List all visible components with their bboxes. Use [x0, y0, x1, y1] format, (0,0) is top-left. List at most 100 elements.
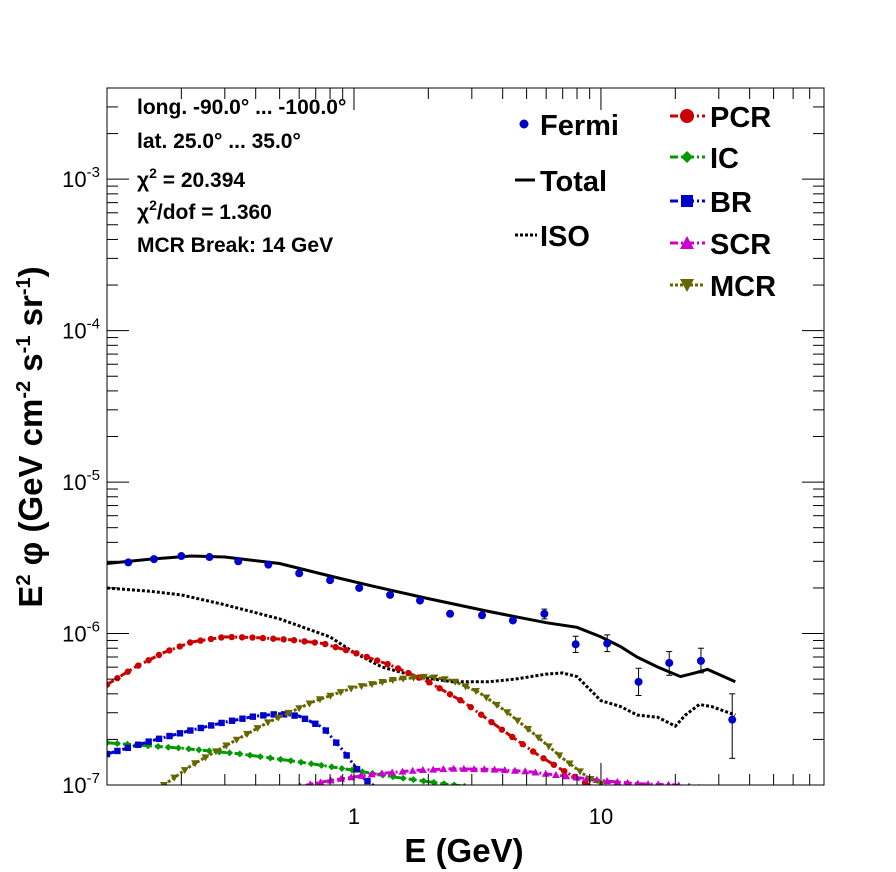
point-br [301, 715, 309, 723]
legend-label-ic: IC [710, 143, 739, 175]
legend-entry-ic: IC [670, 143, 739, 175]
point-mcr [263, 719, 272, 727]
point-br [333, 739, 340, 746]
point-pcr [405, 669, 412, 677]
fermi-point [634, 677, 643, 686]
point-br [197, 724, 204, 732]
chi2dof-exponent: 2 [149, 197, 157, 213]
fermi-point [508, 616, 517, 625]
point-pcr [509, 733, 516, 741]
point-scr [521, 767, 530, 775]
point-mcr [253, 725, 262, 733]
point-scr [687, 782, 691, 785]
point-pcr [477, 711, 485, 718]
legend-label-mcr: MCR [710, 271, 776, 303]
point-br [364, 777, 371, 785]
point-scr [449, 764, 458, 772]
point-pcr [540, 755, 547, 762]
point-scr [418, 766, 427, 774]
series-line-scr [299, 767, 689, 785]
point-br [155, 735, 163, 742]
point-mcr [409, 674, 418, 682]
point-scr [316, 778, 325, 785]
fermi-point [205, 553, 214, 562]
legend: Fermi Total ISO PCR IC BR SCR [515, 102, 776, 303]
point-br [270, 711, 277, 718]
point-scr [326, 776, 335, 784]
legend-label-pcr: PCR [710, 102, 771, 134]
point-pcr [145, 657, 152, 664]
point-scr [531, 768, 540, 776]
point-mcr [232, 736, 241, 744]
point-ic [256, 753, 264, 761]
y-title-e-exp: 2 [13, 574, 35, 585]
point-mcr [159, 782, 168, 785]
series-scr [289, 764, 700, 785]
point-ic [277, 755, 285, 763]
chi2dof-value: /dof = 1.360 [157, 201, 272, 224]
point-scr [562, 772, 571, 780]
y-tick-exponent: -6 [87, 619, 100, 636]
point-pcr [134, 662, 142, 669]
point-pcr [363, 653, 371, 661]
point-mcr [555, 752, 564, 760]
point-mcr [388, 677, 397, 685]
y-title-sr: sr [12, 295, 49, 336]
point-br [280, 711, 288, 718]
point-ic [266, 754, 274, 762]
fermi-point [355, 583, 364, 592]
y-title-sr-exp: -1 [13, 277, 35, 295]
legend-entry-mcr: MCR [670, 271, 776, 303]
point-br [114, 747, 121, 755]
point-mcr [575, 768, 584, 776]
y-tick-exponent: -7 [87, 770, 100, 787]
point-scr [459, 764, 468, 772]
chi2-exponent: 2 [149, 165, 157, 181]
point-pcr [374, 657, 381, 664]
point-br [166, 732, 173, 740]
point-pcr [332, 643, 339, 651]
y-tick-base: 10 [62, 622, 86, 647]
point-pcr [166, 647, 173, 654]
legend-label-iso: ISO [540, 221, 590, 253]
y-title-phi: φ (GeV cm [12, 399, 49, 575]
point-pcr [425, 679, 433, 686]
point-ic [174, 744, 182, 752]
y-axis-title: E2 φ (GeV cm-2 s-1 sr-1) [12, 266, 49, 607]
point-ic [195, 746, 203, 754]
point-pcr [155, 651, 163, 659]
legend-entry-total: Total [515, 166, 607, 198]
point-ic [317, 761, 325, 769]
point-mcr [357, 683, 366, 691]
point-br [260, 712, 267, 719]
point-scr [613, 777, 622, 785]
point-scr [572, 773, 581, 781]
fermi-point [124, 558, 133, 567]
point-br [228, 717, 236, 724]
point-scr [480, 765, 489, 773]
point-br [207, 722, 215, 729]
point-ic [399, 774, 407, 782]
point-ic [440, 780, 448, 785]
fermi-point [234, 557, 243, 566]
chi2-value: = 20.394 [157, 169, 245, 192]
point-pcr [529, 748, 537, 755]
fermi-point [386, 590, 395, 599]
point-scr [357, 771, 366, 779]
point-scr [408, 766, 417, 774]
point-mcr [222, 742, 231, 750]
point-ic [338, 764, 346, 772]
legend-entry-pcr: PCR [670, 102, 771, 134]
y-title-close: ) [12, 266, 49, 277]
fermi-point [415, 596, 424, 605]
series-line-br [107, 712, 376, 785]
annotation-block: long. -90.0° ... -100.0° lat. 25.0° ... … [137, 96, 346, 257]
series-total [107, 554, 736, 684]
series-line-iso [107, 586, 736, 728]
point-scr [511, 766, 520, 774]
point-scr [551, 770, 560, 778]
point-br [187, 727, 194, 734]
point-mcr [191, 760, 200, 768]
point-pcr [488, 718, 495, 726]
